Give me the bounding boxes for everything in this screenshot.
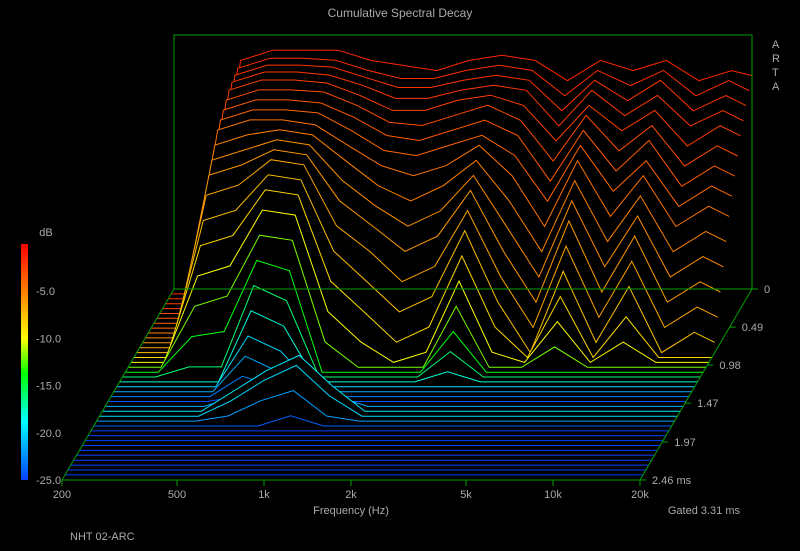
- z-tick-label: -20.0: [36, 428, 61, 440]
- device-label: NHT 02-ARC: [70, 531, 135, 543]
- z-tick-label: -15.0: [36, 381, 61, 393]
- z-tick-label: -25.0: [36, 475, 61, 487]
- x-tick-label: 2k: [345, 489, 357, 501]
- software-watermark: R: [772, 53, 780, 65]
- x-axis-label: Frequency (Hz): [313, 505, 389, 517]
- t-tick-label: 0.98: [719, 360, 740, 372]
- z-axis-label: dB: [39, 227, 52, 239]
- z-tick-label: -5.0: [36, 286, 55, 298]
- z-tick-label: -10.0: [36, 333, 61, 345]
- x-tick-label: 200: [53, 489, 71, 501]
- x-tick-label: 10k: [544, 489, 562, 501]
- t-tick-label: 1.97: [674, 437, 695, 449]
- t-tick-label: 2.46 ms: [652, 475, 692, 487]
- t-tick-label: 0: [764, 284, 770, 296]
- software-watermark: A: [772, 81, 780, 93]
- colorbar: [21, 244, 28, 480]
- x-tick-label: 500: [168, 489, 186, 501]
- t-tick-label: 1.47: [697, 398, 718, 410]
- software-watermark: A: [772, 39, 780, 51]
- csd-slice-fill: [108, 396, 686, 401]
- software-watermark: T: [772, 67, 779, 79]
- gated-label: Gated 3.31 ms: [668, 505, 741, 517]
- axis-edge: [62, 289, 174, 480]
- x-tick-label: 20k: [631, 489, 649, 501]
- x-tick-label: 1k: [258, 489, 270, 501]
- t-tick-label: 0.49: [742, 322, 763, 334]
- csd-slice: [108, 396, 686, 401]
- x-tick-label: 5k: [460, 489, 472, 501]
- csd-waterfall-chart: 200 500 1k 2k 5k 10k 20k Frequency (Hz) 0 0.49 0.9…: [0, 0, 800, 551]
